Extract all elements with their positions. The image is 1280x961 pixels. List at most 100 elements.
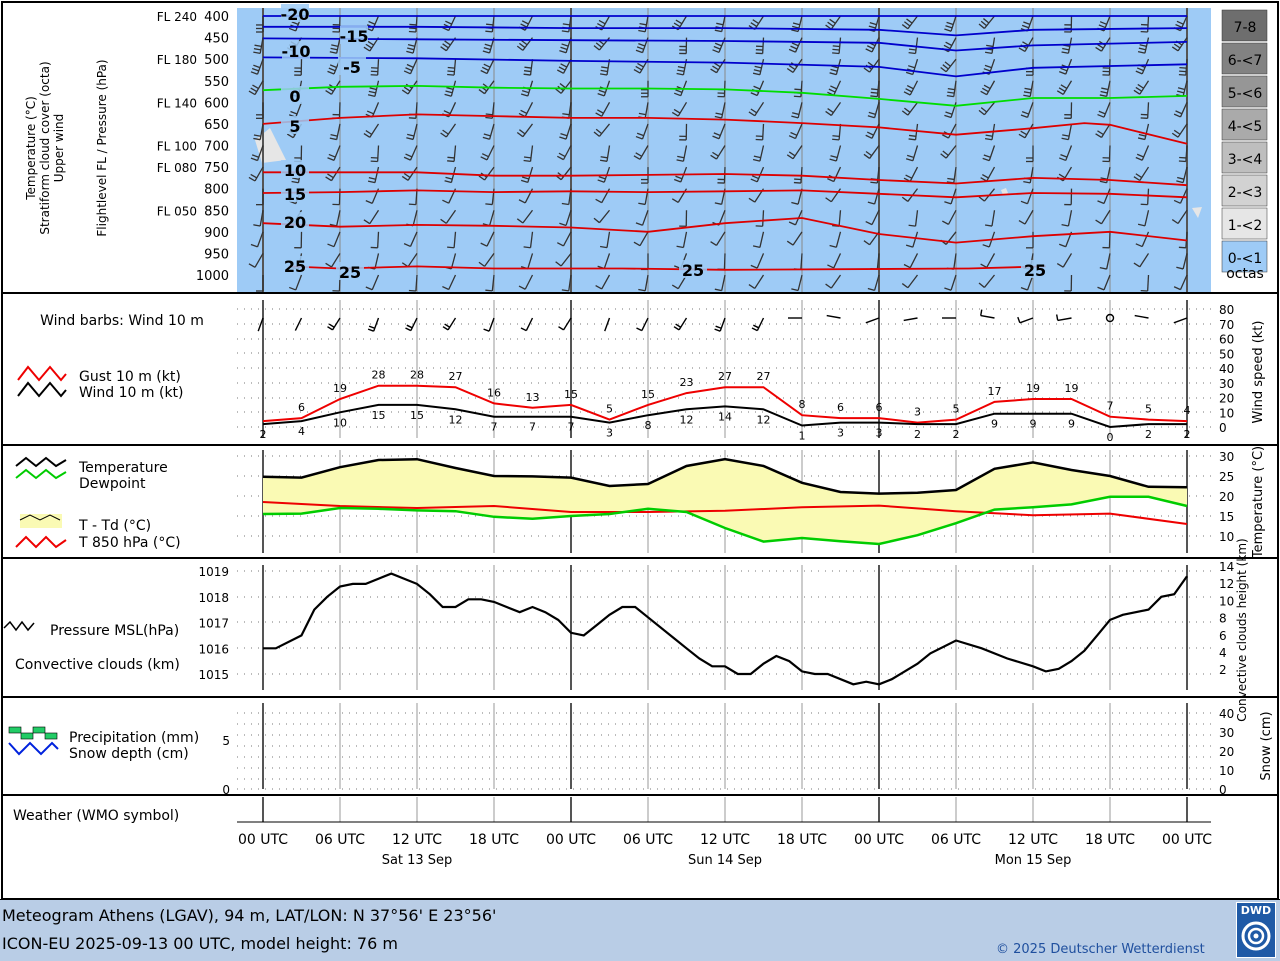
barb-shaft [1058, 318, 1072, 320]
time-tick-label: 00 UTC [1162, 832, 1212, 848]
gust-data-label: 15 [641, 388, 655, 401]
temp-tick-label: 30 [1219, 450, 1234, 464]
gust-data-label: 28 [372, 369, 386, 382]
barb-feather [486, 114, 493, 115]
barb-shaft [374, 318, 379, 331]
barb-feather [447, 247, 454, 248]
barb-shaft [763, 38, 764, 54]
pressure-tick-label: 450 [204, 32, 229, 47]
wind10m-barb [1018, 317, 1033, 323]
pressure-tick-label: 1000 [196, 269, 229, 284]
wind10m-barb [605, 318, 610, 331]
cloud-legend-label: 1-<2 [1228, 218, 1263, 234]
isotherm-label: 25 [1024, 261, 1046, 280]
gust-data-label: 17 [988, 385, 1002, 398]
barb-feather [524, 71, 531, 72]
convective-tick-label: 12 [1219, 577, 1234, 591]
wind-data-label: 14 [718, 410, 732, 423]
wind-data-label: 3 [837, 427, 844, 440]
gust-data-label: 28 [410, 369, 424, 382]
gust-data-label: 6 [298, 401, 305, 414]
time-tick-label: 06 UTC [623, 832, 673, 848]
wind-data-label: 3 [876, 427, 883, 440]
precip-legend-label: Precipitation (mm) [69, 730, 199, 746]
isotherm-label: -20 [281, 5, 310, 24]
cloud-legend-label: 2-<3 [1228, 185, 1263, 201]
pressure-tick-label: 650 [204, 118, 229, 133]
barb-feather [524, 67, 531, 68]
barb-feather [369, 326, 375, 328]
wind-data-label: 2 [953, 428, 960, 441]
upper-title-temperature: Temperature (°C) [24, 96, 38, 201]
barb-shaft [1148, 275, 1149, 291]
wind-tick-label: 40 [1219, 362, 1234, 376]
snow-axis-title: Snow (cm) [1259, 711, 1274, 780]
barb-feather [1057, 315, 1058, 321]
pressure-tick-label: 950 [204, 247, 229, 262]
barb-shaft [339, 102, 340, 118]
gust-data-label: 16 [487, 386, 501, 399]
gust-data-label: 19 [333, 382, 347, 395]
cloud-legend-label: 6-<7 [1228, 53, 1263, 69]
wind-data-label: 8 [645, 419, 652, 432]
wind-barb-title: Wind barbs: Wind 10 m [40, 313, 204, 329]
gust-data-label: 3 [914, 406, 921, 419]
t850-legend-line [16, 537, 66, 547]
barb-shaft [1020, 318, 1033, 323]
wind-data-label: 9 [1068, 418, 1075, 431]
footer: Meteogram Athens (LGAV), 94 m, LAT/LON: … [0, 899, 1280, 961]
time-tick-label: 18 UTC [777, 832, 827, 848]
barb-shaft [1148, 16, 1149, 32]
wind-tick-label: 10 [1219, 406, 1234, 420]
barb-feather [981, 310, 982, 316]
isotherm-label: 25 [682, 261, 704, 280]
wind-tick-label: 50 [1219, 347, 1234, 361]
time-tick-label: 12 UTC [392, 832, 442, 848]
cloud-cover-background [237, 8, 1211, 292]
barb-feather [833, 46, 840, 47]
barb-shaft [763, 210, 764, 226]
barb-shaft [339, 189, 340, 205]
barb-feather [832, 53, 839, 54]
barb-feather [753, 325, 758, 328]
gust-data-label: 5 [606, 403, 613, 416]
time-tick-label: 06 UTC [315, 832, 365, 848]
barb-feather [870, 96, 877, 97]
barb-feather [443, 327, 448, 330]
gust-data-label: 23 [680, 376, 694, 389]
dewpoint-legend-label: Dewpoint [79, 476, 146, 492]
time-tick-label: 00 UTC [854, 832, 904, 848]
time-tick-label: 18 UTC [1085, 832, 1135, 848]
wind-data-label: 1 [799, 430, 806, 443]
barb-feather [870, 182, 877, 183]
barb-feather [832, 139, 839, 140]
isotherm-label: 20 [284, 213, 306, 232]
weather-label: Weather (WMO symbol) [13, 808, 179, 824]
gust-data-label: 6 [837, 401, 844, 414]
barb-shaft [605, 318, 610, 331]
barb-feather [405, 328, 410, 331]
barb-feather [832, 49, 839, 50]
barb-shaft [1174, 318, 1187, 323]
wind-data-label: 2 [1145, 428, 1152, 441]
wind-data-label: 12 [449, 413, 463, 426]
wind-data-label: 7 [568, 421, 575, 434]
wind10m-barb [521, 318, 533, 331]
gust-data-label: 7 [1107, 400, 1114, 413]
wind-axis-title: Wind speed (kt) [1251, 321, 1266, 424]
pressure-tick-label: 500 [204, 53, 229, 68]
pressure-tick-label: 1017 [198, 617, 229, 631]
wind-tick-label: 80 [1219, 303, 1234, 317]
wind-data-label: 3 [606, 427, 613, 440]
wind10m-barb [752, 318, 764, 331]
precip-legend-swatch [45, 733, 57, 739]
flightlevel-label: FL 140 [157, 96, 197, 110]
barb-feather [485, 290, 492, 291]
cloud-legend-label: 7-8 [1234, 20, 1257, 36]
barb-feather [485, 118, 492, 119]
gust-data-label: 15 [564, 388, 578, 401]
gust-data-label: 13 [526, 391, 540, 404]
barb-shaft [981, 316, 995, 318]
precip-legend-swatch [21, 733, 33, 739]
barb-shaft [724, 167, 725, 183]
